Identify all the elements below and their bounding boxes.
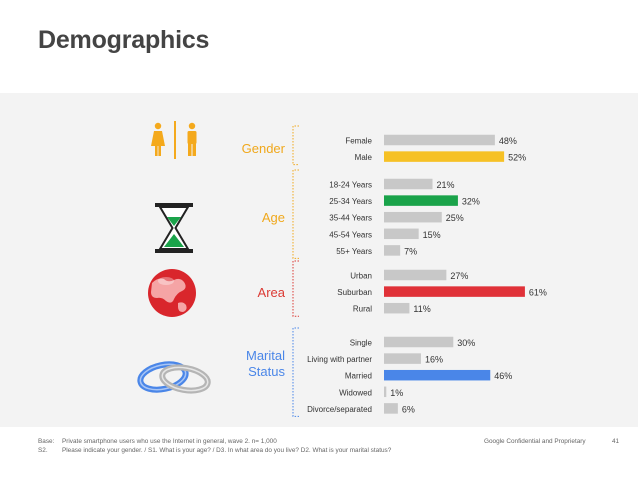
bar [384, 151, 505, 162]
group-bracket [292, 125, 299, 166]
bar [384, 353, 421, 364]
value-label: 15% [423, 230, 441, 240]
hourglass-icon [155, 203, 193, 253]
question-key: S2. [38, 446, 48, 454]
value-label: 48% [499, 136, 517, 146]
group-label: Age [262, 210, 285, 225]
value-label: 25% [446, 213, 464, 223]
value-label: 7% [404, 246, 417, 256]
group-label: Marital [246, 348, 285, 363]
bar [384, 178, 433, 190]
category-label: Divorce/separated [307, 405, 372, 414]
chart-panel [0, 93, 638, 427]
group-label: Area [258, 285, 286, 300]
category-label: 55+ Years [336, 247, 372, 256]
bar [384, 228, 419, 240]
category-label: 45-54 Years [329, 230, 372, 239]
wedding-rings-icon [137, 361, 211, 394]
globe-icon [148, 269, 196, 317]
category-label: Suburban [337, 288, 372, 297]
value-label: 52% [508, 153, 526, 163]
bar [384, 286, 525, 297]
category-label: 18-24 Years [329, 181, 372, 190]
page-number: 41 [612, 438, 620, 445]
bar [384, 134, 495, 146]
value-label: 6% [402, 404, 415, 414]
base-key: Base: [38, 438, 55, 445]
bar [384, 336, 454, 348]
value-label: 30% [457, 338, 475, 348]
bar [384, 195, 458, 206]
category-label: Widowed [339, 388, 372, 397]
category-label: Rural [353, 305, 372, 314]
category-label: 25-34 Years [329, 197, 372, 206]
group-bracket [292, 327, 299, 417]
value-label: 11% [413, 304, 430, 314]
bar [384, 386, 387, 398]
confidential-note: Google Confidential and Proprietary [484, 438, 586, 445]
bar [384, 369, 491, 381]
value-label: 61% [529, 288, 547, 298]
category-label: Living with partner [307, 355, 372, 364]
category-label: Urban [350, 272, 372, 281]
bar [384, 245, 401, 256]
value-label: 16% [425, 355, 443, 365]
value-label: 46% [494, 371, 512, 381]
restroom-gender-icon [151, 121, 197, 159]
group-label: Gender [242, 141, 286, 156]
bar [384, 403, 398, 414]
bar [384, 302, 410, 314]
value-label: 32% [462, 197, 480, 207]
category-label: 35-44 Years [329, 214, 372, 223]
category-label: Married [345, 372, 372, 381]
page-title: Demographics [38, 26, 210, 54]
category-label: Male [355, 153, 373, 162]
footer-notes: Base: Private smartphone users who use th… [38, 438, 458, 455]
group-bracket [292, 169, 299, 259]
question-text: Please indicate your gender. / S1. What … [62, 446, 392, 454]
bar [384, 269, 447, 281]
value-label: 1% [390, 388, 403, 398]
category-label: Female [345, 137, 372, 146]
value-label: 27% [450, 271, 468, 281]
bar [384, 211, 442, 223]
group-label: Status [248, 364, 285, 379]
value-label: 21% [437, 180, 455, 190]
group-bracket [292, 260, 299, 317]
base-text: Private smartphone users who use the Int… [62, 438, 277, 445]
category-label: Single [350, 339, 373, 348]
